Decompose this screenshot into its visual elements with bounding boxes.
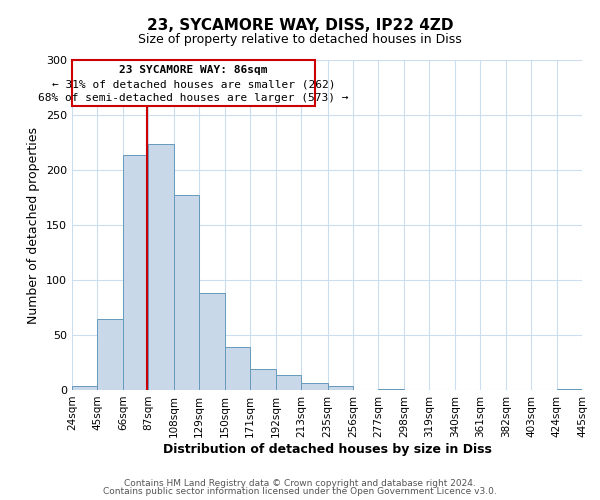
- Bar: [224, 347, 250, 390]
- Text: 23, SYCAMORE WAY, DISS, IP22 4ZD: 23, SYCAMORE WAY, DISS, IP22 4ZD: [147, 18, 453, 32]
- Bar: [301, 384, 328, 390]
- Bar: [148, 144, 174, 390]
- Text: 68% of semi-detached houses are larger (573) →: 68% of semi-detached houses are larger (…: [38, 93, 349, 103]
- Bar: [250, 369, 275, 390]
- FancyBboxPatch shape: [72, 60, 316, 106]
- Bar: [97, 318, 123, 390]
- Text: 23 SYCAMORE WAY: 86sqm: 23 SYCAMORE WAY: 86sqm: [119, 65, 268, 75]
- Bar: [199, 293, 224, 390]
- Text: Size of property relative to detached houses in Diss: Size of property relative to detached ho…: [138, 32, 462, 46]
- Text: ← 31% of detached houses are smaller (262): ← 31% of detached houses are smaller (26…: [52, 79, 335, 89]
- Text: Contains HM Land Registry data © Crown copyright and database right 2024.: Contains HM Land Registry data © Crown c…: [124, 478, 476, 488]
- X-axis label: Distribution of detached houses by size in Diss: Distribution of detached houses by size …: [163, 442, 491, 456]
- Bar: [123, 154, 148, 390]
- Bar: [328, 386, 353, 390]
- Bar: [275, 374, 301, 390]
- Y-axis label: Number of detached properties: Number of detached properties: [28, 126, 40, 324]
- Bar: [379, 389, 404, 390]
- Bar: [557, 389, 582, 390]
- Text: Contains public sector information licensed under the Open Government Licence v3: Contains public sector information licen…: [103, 487, 497, 496]
- Bar: [174, 196, 199, 390]
- Bar: [72, 386, 97, 390]
